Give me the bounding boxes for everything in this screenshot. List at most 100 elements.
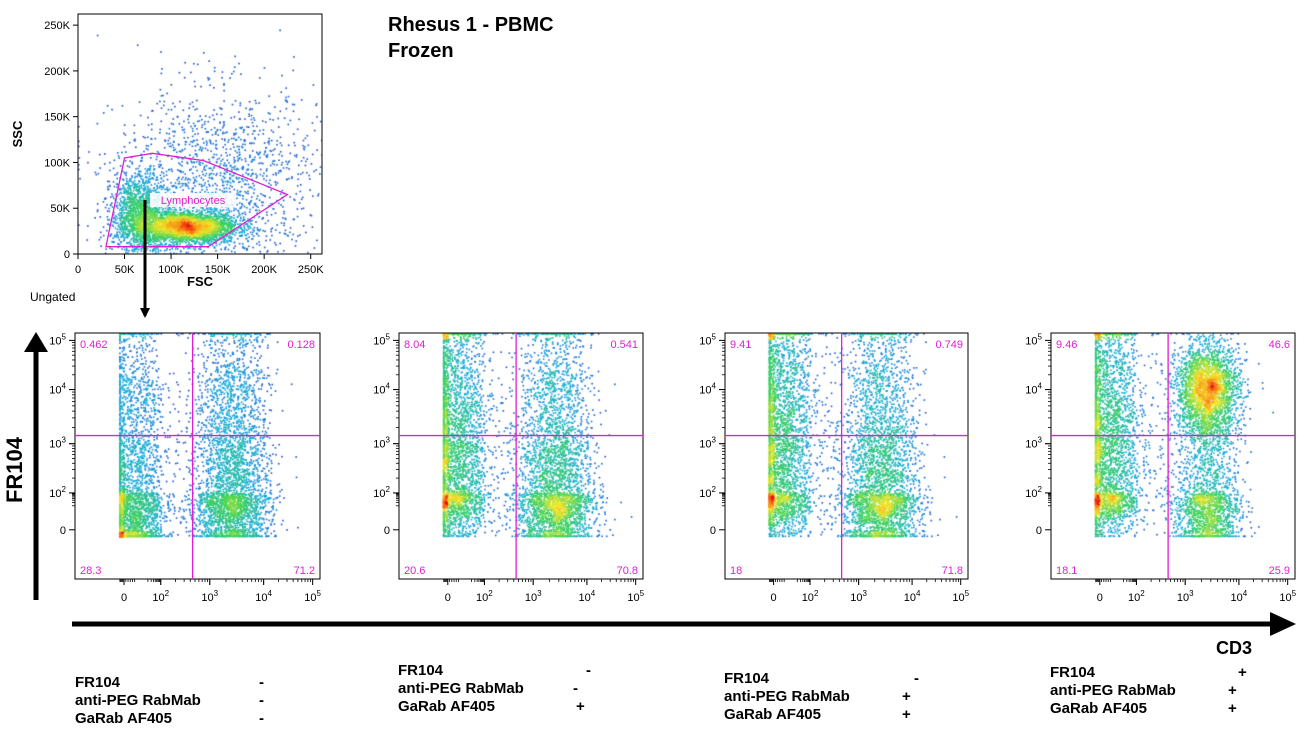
y-tick-base: 0 bbox=[1036, 525, 1042, 537]
x-tick-base: 0 bbox=[1097, 592, 1103, 604]
y-tick-label: 104 bbox=[699, 382, 716, 397]
condition-block-1: FR104 - anti-PEG RabMab - GaRab AF405 - bbox=[75, 674, 275, 728]
fsc-ssc-density-pixels bbox=[78, 14, 322, 254]
y-tick-label: 103 bbox=[1025, 436, 1042, 451]
y-tick-exponent: 3 bbox=[712, 436, 717, 445]
condition-label: anti-PEG RabMab bbox=[724, 688, 850, 705]
quadrant-value-lower-right: 71.8 bbox=[942, 565, 963, 577]
condition-row: anti-PEG RabMab + bbox=[724, 688, 924, 706]
x-tick-exponent: 4 bbox=[1243, 589, 1248, 598]
x-tick-base: 10 bbox=[579, 592, 591, 604]
x-tick-base: 0 bbox=[121, 592, 127, 604]
condition-row: GaRab AF405 + bbox=[1050, 700, 1250, 718]
y-tick-base: 10 bbox=[373, 488, 385, 500]
y-tick-base: 0 bbox=[60, 525, 66, 537]
condition-row: FR104 - bbox=[724, 670, 924, 688]
condition-row: GaRab AF405 + bbox=[724, 706, 924, 724]
x-tick-label: 0 bbox=[121, 592, 127, 604]
y-tick-exponent: 4 bbox=[386, 382, 391, 391]
x-tick-base: 10 bbox=[304, 592, 316, 604]
cd3-fr104-density-4 bbox=[1051, 333, 1295, 579]
condition-sign: - bbox=[914, 670, 919, 687]
condition-label: anti-PEG RabMab bbox=[1050, 682, 1176, 699]
y-tick-base: 10 bbox=[1025, 385, 1037, 397]
x-tick-base: 0 bbox=[771, 592, 777, 604]
condition-block-3: FR104 - anti-PEG RabMab + GaRab AF405 + bbox=[724, 670, 924, 724]
condition-sign: - bbox=[586, 662, 591, 679]
gate-label-bg bbox=[150, 193, 236, 207]
y-axis-label: SSC bbox=[10, 120, 25, 147]
x-tick-base: 10 bbox=[850, 592, 862, 604]
condition-label: GaRab AF405 bbox=[75, 710, 172, 727]
condition-block-4: FR104 + anti-PEG RabMab + GaRab AF405 + bbox=[1050, 664, 1250, 718]
x-tick-exponent: 4 bbox=[268, 589, 273, 598]
y-tick-base: 10 bbox=[1025, 439, 1037, 451]
y-tick-label: 102 bbox=[373, 485, 390, 500]
y-tick-exponent: 2 bbox=[386, 485, 391, 494]
x-tick-label: 104 bbox=[255, 589, 272, 604]
y-tick-base: 0 bbox=[710, 525, 716, 537]
condition-row: FR104 + bbox=[1050, 664, 1250, 682]
condition-label: GaRab AF405 bbox=[724, 706, 821, 723]
condition-sign: - bbox=[259, 710, 264, 727]
x-tick-base: 10 bbox=[1128, 592, 1140, 604]
condition-sign: + bbox=[1228, 700, 1237, 717]
cd3-fr104-density-1 bbox=[75, 333, 320, 579]
y-tick-label: 103 bbox=[699, 436, 716, 451]
y-tick-exponent: 4 bbox=[1038, 382, 1043, 391]
x-tick-exponent: 2 bbox=[1140, 589, 1145, 598]
condition-row: GaRab AF405 - bbox=[75, 710, 275, 728]
y-tick-exponent: 3 bbox=[1038, 436, 1043, 445]
x-tick-exponent: 4 bbox=[916, 589, 921, 598]
y-tick-exponent: 3 bbox=[62, 436, 67, 445]
quadrant-value-lower-right: 71.2 bbox=[294, 565, 315, 577]
y-tick-base: 10 bbox=[373, 335, 385, 347]
x-tick-label: 50K bbox=[115, 264, 135, 276]
x-tick-exponent: 2 bbox=[814, 589, 819, 598]
y-tick-exponent: 2 bbox=[62, 485, 67, 494]
x-tick-label: 104 bbox=[579, 589, 596, 604]
x-tick-label: 102 bbox=[152, 589, 169, 604]
y-tick-label: 105 bbox=[373, 332, 390, 347]
condition-sign: + bbox=[902, 706, 911, 723]
x-tick-exponent: 3 bbox=[1189, 589, 1194, 598]
x-tick-exponent: 2 bbox=[488, 589, 493, 598]
y-tick-exponent: 5 bbox=[1038, 332, 1043, 341]
condition-sign: - bbox=[259, 692, 264, 709]
condition-label: FR104 bbox=[75, 674, 121, 691]
cd3-fr104-density-3-pixels bbox=[725, 333, 968, 579]
x-tick-base: 10 bbox=[476, 592, 488, 604]
cd3-fr104-density-3 bbox=[725, 333, 968, 579]
x-tick-exponent: 5 bbox=[317, 589, 322, 598]
x-tick-label: 102 bbox=[1128, 589, 1145, 604]
y-tick-exponent: 4 bbox=[62, 382, 67, 391]
cd3-fr104-density-4-pixels bbox=[1051, 333, 1295, 579]
cd3-fr104-density-2 bbox=[399, 333, 643, 579]
x-tick-label: 250K bbox=[298, 264, 324, 276]
scatter-cd3-fr104-4: 9.46 46.618.1 25.90 102 103 104 10501021031041… bbox=[1025, 332, 1296, 604]
x-tick-label: 0 bbox=[75, 264, 81, 276]
condition-label: anti-PEG RabMab bbox=[75, 692, 201, 709]
x-tick-label: 0 bbox=[771, 592, 777, 604]
y-tick-label: 102 bbox=[1025, 485, 1042, 500]
lymphocyte-gate bbox=[105, 152, 289, 248]
condition-row: FR104 - bbox=[75, 674, 275, 692]
plot-frame bbox=[398, 332, 644, 580]
y-tick-exponent: 2 bbox=[1038, 485, 1043, 494]
plot-frame bbox=[74, 332, 321, 580]
y-tick-base: 10 bbox=[699, 335, 711, 347]
y-tick-exponent: 3 bbox=[386, 436, 391, 445]
y-tick-base: 10 bbox=[699, 488, 711, 500]
x-tick-label: 103 bbox=[1177, 589, 1194, 604]
y-tick-base: 10 bbox=[373, 439, 385, 451]
quadrant-value-upper-right: 0.541 bbox=[610, 339, 638, 351]
condition-sign: - bbox=[573, 680, 578, 697]
y-tick-label: 102 bbox=[49, 485, 66, 500]
x-tick-exponent: 3 bbox=[537, 589, 542, 598]
y-tick-label: 150K bbox=[44, 112, 70, 124]
x-tick-exponent: 2 bbox=[165, 589, 170, 598]
x-tick-label: 100K bbox=[158, 264, 184, 276]
cd3-axis-label: CD3 bbox=[1216, 638, 1252, 658]
